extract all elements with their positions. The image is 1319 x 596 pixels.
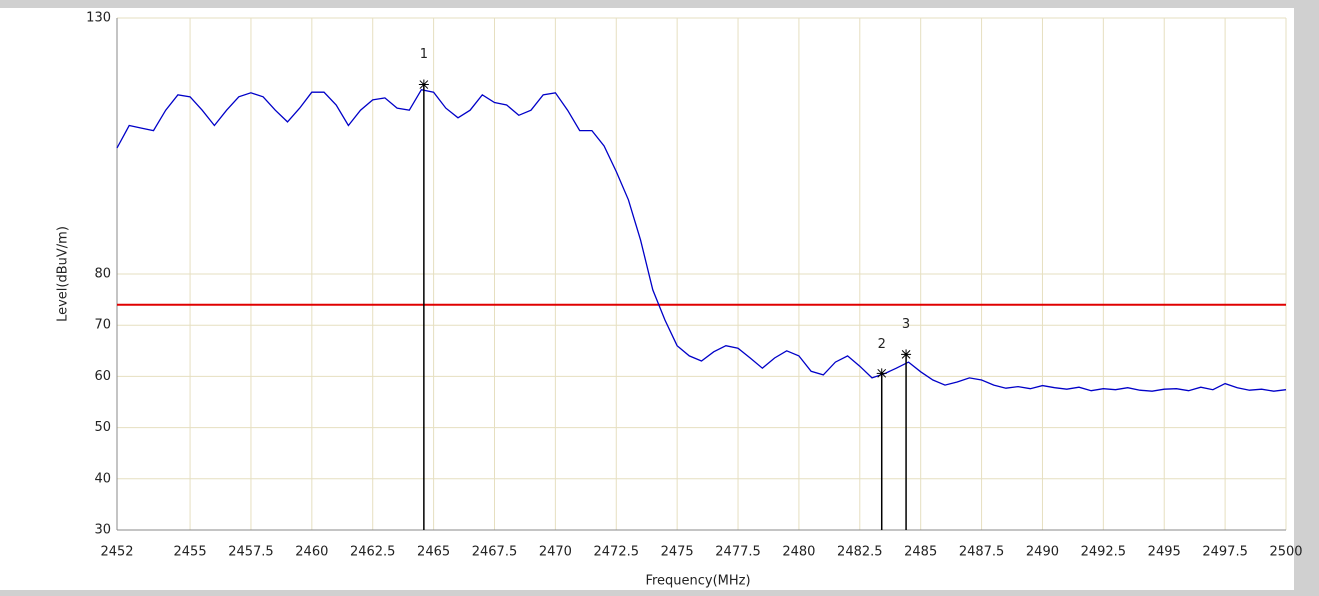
- y-tick-label: 70: [94, 318, 111, 333]
- y-tick-label: 80: [94, 267, 111, 282]
- x-tick-label: 2487.5: [959, 545, 1005, 560]
- marker-label: 2: [878, 337, 886, 352]
- marker-symbol: [876, 368, 887, 379]
- x-tick-label: 2482.5: [837, 545, 883, 560]
- frame: [0, 590, 1319, 596]
- x-axis-title: Frequency(MHz): [645, 574, 750, 589]
- x-tick-label: 2462.5: [350, 545, 396, 560]
- marker-symbol: [418, 79, 429, 90]
- y-tick-label: 60: [94, 369, 111, 384]
- y-tick-label: 30: [94, 523, 111, 538]
- marker-label: 1: [420, 47, 428, 62]
- x-tick-label: 2452: [100, 545, 133, 560]
- x-tick-label: 2492.5: [1081, 545, 1127, 560]
- frame: [0, 0, 1319, 8]
- y-tick-label: 130: [86, 11, 111, 26]
- y-tick-label: 40: [94, 471, 111, 486]
- x-tick-label: 2465: [417, 545, 450, 560]
- x-tick-label: 2490: [1026, 545, 1059, 560]
- marker-symbol: [901, 349, 912, 360]
- trace: [116, 88, 1287, 392]
- y-axis-title: Level(dBuV/m): [56, 226, 71, 322]
- x-tick-label: 2467.5: [472, 545, 518, 560]
- x-tick-label: 2460: [295, 545, 328, 560]
- frame: [1294, 0, 1319, 596]
- x-tick-label: 2470: [539, 545, 572, 560]
- x-tick-label: 2455: [174, 545, 207, 560]
- x-tick-label: 2472.5: [594, 545, 640, 560]
- x-tick-label: 2475: [661, 545, 694, 560]
- y-tick-label: 50: [94, 420, 111, 435]
- marker-label: 3: [902, 317, 910, 332]
- x-tick-label: 2457.5: [228, 545, 274, 560]
- x-tick-label: 2477.5: [715, 545, 761, 560]
- x-tick-label: 2495: [1148, 545, 1181, 560]
- x-tick-label: 2485: [904, 545, 937, 560]
- x-tick-label: 2497.5: [1202, 545, 1248, 560]
- x-tick-label: 2500: [1269, 545, 1302, 560]
- x-tick-label: 2480: [782, 545, 815, 560]
